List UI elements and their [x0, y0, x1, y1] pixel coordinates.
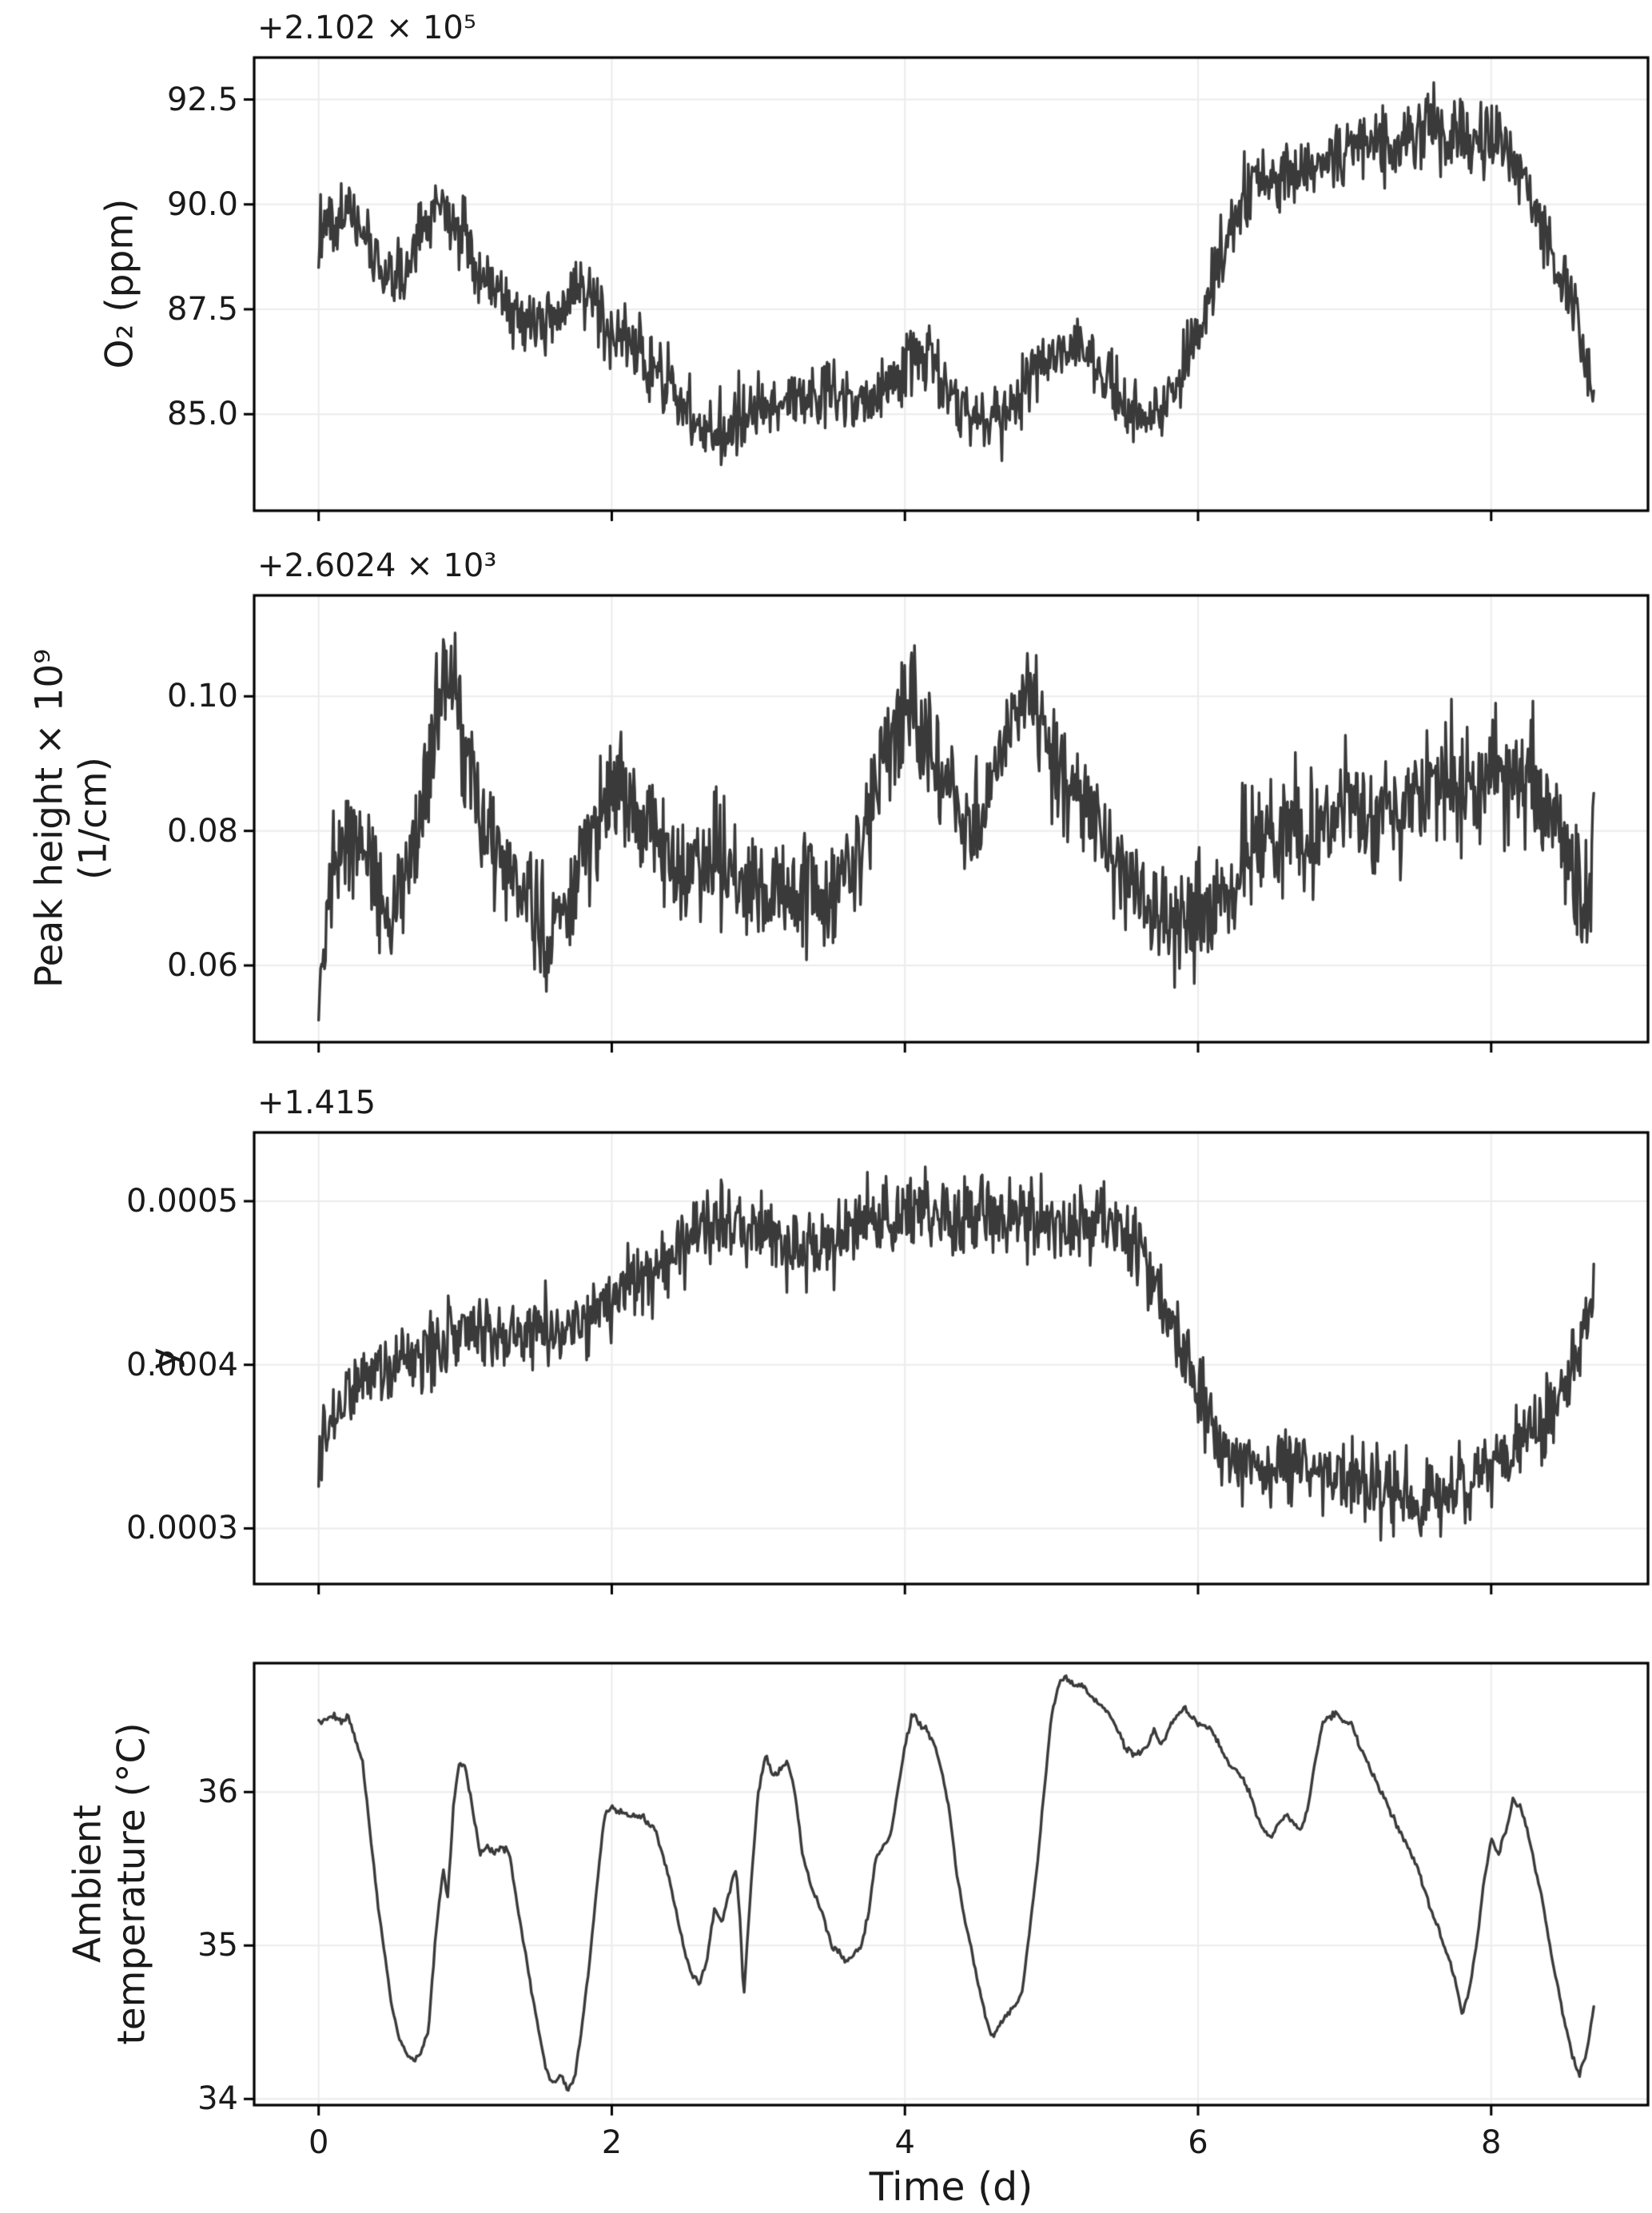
ylabel-y: y: [141, 1347, 185, 1370]
ylabel-line: Peak height × 10⁹: [27, 648, 72, 989]
ylabel-line: temperature (°C): [110, 1722, 154, 2045]
offset-text-peak-height: +2.6024 × 10³: [257, 547, 497, 584]
ylabel-o2: O₂ (ppm): [98, 199, 141, 369]
ylabel-ambient-temperature: Ambient temperature (°C): [66, 1722, 155, 2044]
ylabel-peak-height: Peak height × 10⁹ (1/cm): [28, 649, 117, 988]
offset-text-o2: +2.102 × 10⁵: [257, 10, 476, 46]
ylabel-line: O₂ (ppm): [98, 198, 142, 369]
ylabel-line: (1/cm): [72, 756, 116, 881]
ylabel-line: Ambient: [66, 1805, 110, 1963]
offset-text-y: +1.415: [257, 1085, 376, 1121]
ylabel-line: y: [141, 1347, 186, 1370]
xlabel-time: Time (d): [869, 2164, 1033, 2210]
